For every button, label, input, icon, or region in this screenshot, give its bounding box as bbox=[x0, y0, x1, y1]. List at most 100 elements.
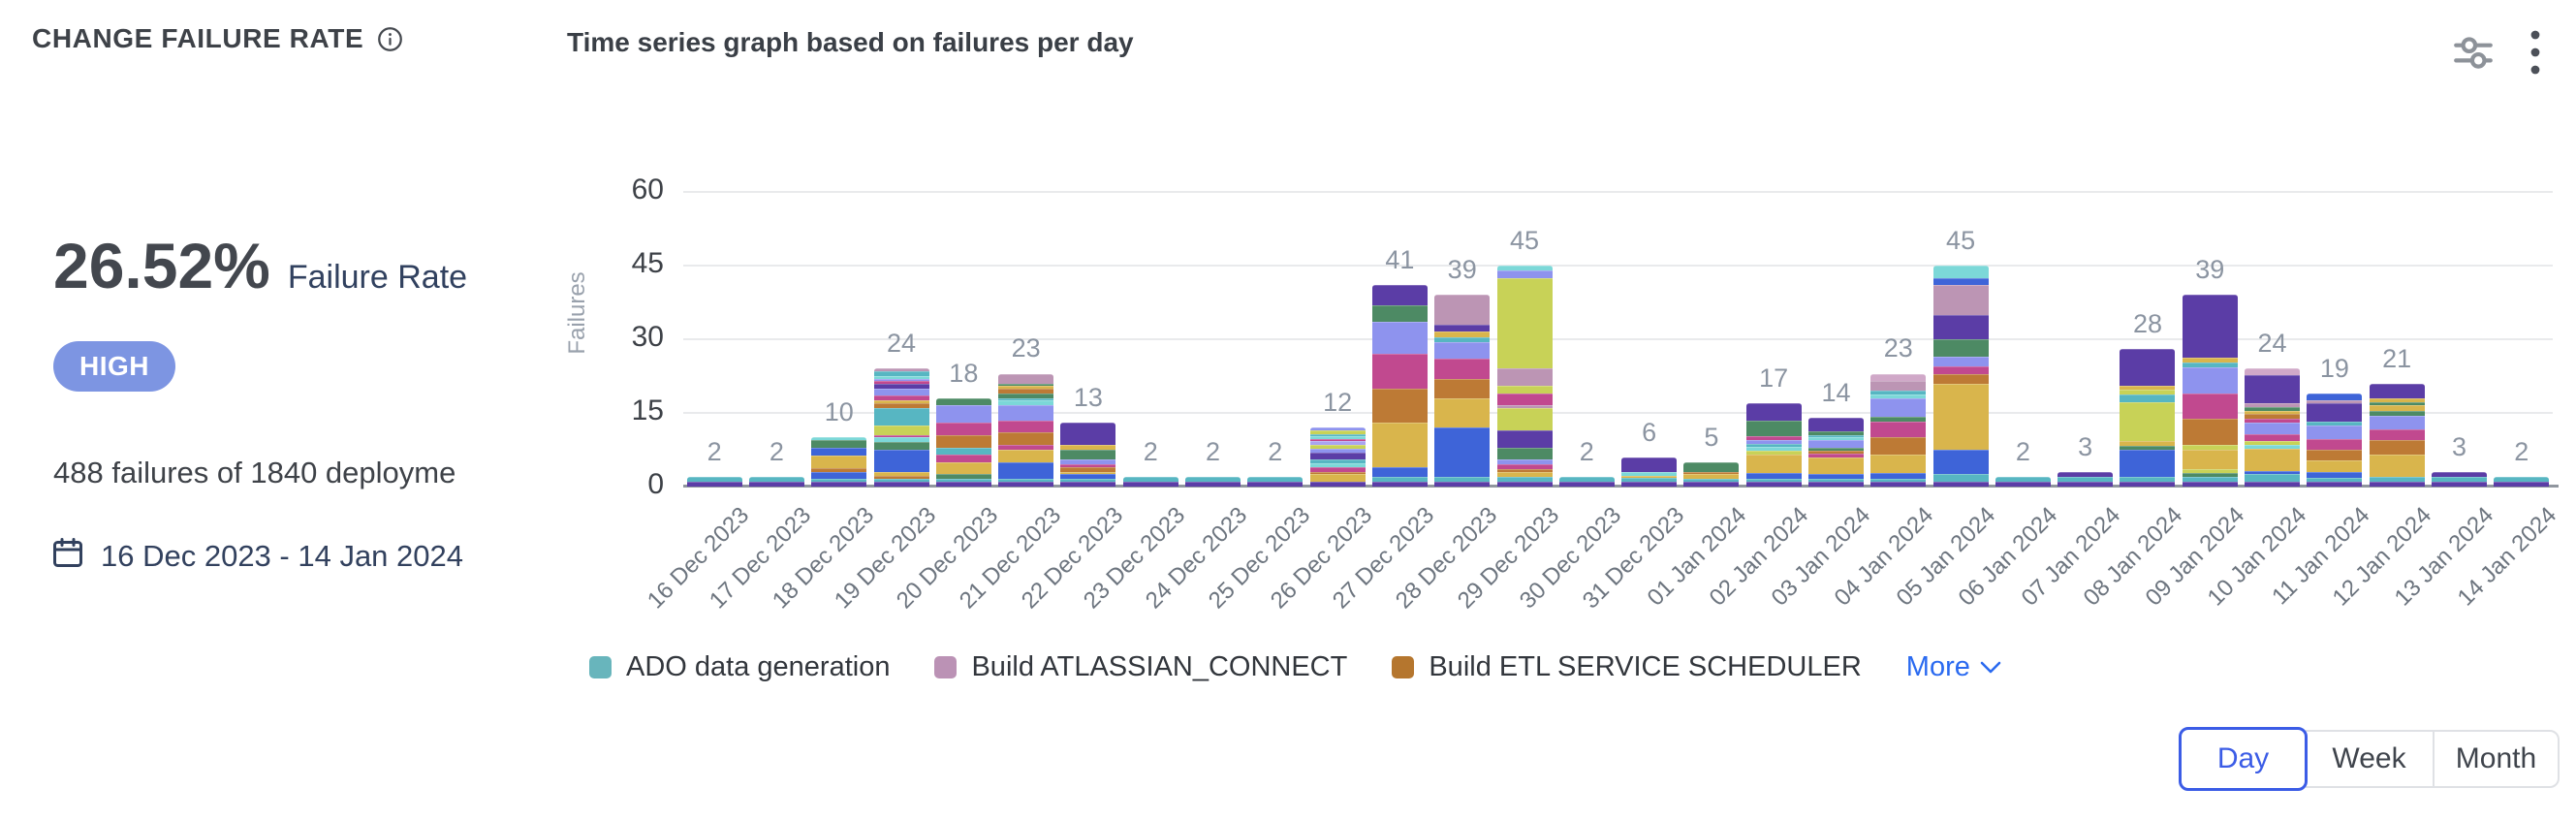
bar-segment bbox=[998, 388, 1054, 394]
bar-segment bbox=[873, 475, 929, 480]
bar-segment bbox=[1807, 418, 1864, 432]
stacked-bar[interactable] bbox=[2245, 368, 2301, 487]
bar-segment bbox=[1371, 423, 1428, 467]
bar-segment bbox=[1060, 450, 1116, 460]
bar-segment bbox=[2307, 402, 2363, 422]
legend-swatch bbox=[589, 656, 612, 678]
bar-segment bbox=[873, 381, 929, 384]
bar-segment bbox=[1496, 386, 1553, 394]
bar-segment bbox=[1309, 436, 1366, 439]
filter-sliders-icon[interactable] bbox=[2450, 29, 2497, 76]
bar-segment bbox=[2431, 481, 2487, 487]
stacked-bar[interactable] bbox=[1932, 266, 1989, 487]
granularity-month-button[interactable]: Month bbox=[2433, 730, 2560, 788]
bar-segment bbox=[2369, 481, 2425, 487]
stacked-bar[interactable] bbox=[1496, 266, 1553, 487]
info-icon[interactable] bbox=[377, 26, 403, 52]
bar-segment bbox=[1621, 481, 1678, 487]
kebab-menu-icon[interactable] bbox=[2516, 25, 2555, 79]
widget-title-row: CHANGE FAILURE RATE bbox=[32, 23, 403, 54]
granularity-week-button[interactable]: Week bbox=[2306, 730, 2433, 788]
stacked-bar[interactable] bbox=[1185, 476, 1241, 487]
bar-slot: 18 20 Dec 2023 bbox=[892, 190, 1003, 615]
stacked-bar[interactable] bbox=[935, 397, 991, 487]
chart-legend: ADO data generation Build ATLASSIAN_CONNE… bbox=[589, 651, 2002, 683]
stacked-bar[interactable] bbox=[873, 368, 929, 487]
stacked-bar[interactable] bbox=[2431, 471, 2487, 487]
legend-label: Build ETL SERVICE SCHEDULER bbox=[1429, 651, 1862, 682]
bar-segment bbox=[1807, 431, 1864, 435]
bar-segment bbox=[1060, 466, 1116, 472]
stacked-bar[interactable] bbox=[2058, 471, 2114, 487]
stacked-bar[interactable] bbox=[1122, 476, 1178, 487]
stacked-bar[interactable] bbox=[1995, 476, 2051, 487]
stacked-bar[interactable] bbox=[1807, 418, 1864, 487]
stacked-bar[interactable] bbox=[1060, 423, 1116, 487]
stacked-bar[interactable] bbox=[2369, 383, 2425, 487]
stacked-bar[interactable] bbox=[1870, 373, 1927, 487]
legend-item[interactable]: Build ETL SERVICE SCHEDULER bbox=[1392, 651, 1862, 683]
bar-segment bbox=[1496, 368, 1553, 387]
bar-segment bbox=[1870, 455, 1927, 474]
failures-summary: 488 failures of 1840 deployme bbox=[53, 456, 456, 489]
bar-segment bbox=[2307, 438, 2363, 451]
y-axis-title: Failures bbox=[564, 271, 590, 355]
bar-segment bbox=[1932, 481, 1989, 487]
stacked-bar[interactable] bbox=[2120, 349, 2176, 487]
bar-slot: 2 24 Dec 2023 bbox=[1141, 190, 1252, 614]
stacked-bar[interactable] bbox=[2307, 393, 2363, 487]
stacked-bar[interactable] bbox=[1247, 476, 1304, 487]
stacked-bar[interactable] bbox=[686, 476, 742, 487]
bar-segment bbox=[1371, 354, 1428, 389]
legend-item[interactable]: ADO data generation bbox=[589, 651, 890, 683]
bar-segment bbox=[1309, 452, 1366, 460]
stacked-bar[interactable] bbox=[811, 437, 867, 487]
bar-segment bbox=[1683, 474, 1740, 480]
bars-container: 2 16 Dec 2023 2 17 Dec 2023 10 18 Dec 2023 24 1… bbox=[643, 190, 2561, 615]
bar-segment bbox=[1309, 471, 1366, 475]
stacked-bar[interactable] bbox=[1683, 461, 1740, 487]
bar-slot: 3 07 Jan 2024 bbox=[2016, 190, 2125, 612]
stacked-bar[interactable] bbox=[1621, 457, 1678, 487]
bar-segment bbox=[2245, 423, 2301, 434]
bar-segment bbox=[1496, 429, 1553, 448]
bar-value-label: 2 bbox=[1206, 436, 1221, 466]
legend-swatch bbox=[1392, 656, 1415, 678]
bar-segment bbox=[2369, 401, 2425, 406]
failures-per-day-chart: 0 15 30 45 60 2 16 Dec 2023 2 17 Dec 2023 10 18 De… bbox=[632, 173, 2561, 615]
stacked-bar[interactable] bbox=[2494, 476, 2550, 487]
legend-item[interactable]: Build ATLASSIAN_CONNECT bbox=[934, 651, 1347, 683]
bar-segment bbox=[2182, 473, 2238, 477]
bar-segment bbox=[1745, 439, 1802, 444]
bar-segment bbox=[935, 474, 991, 480]
bar-segment bbox=[2307, 478, 2363, 482]
stacked-bar[interactable] bbox=[1558, 476, 1615, 487]
bar-segment bbox=[1932, 277, 1989, 286]
legend-more-link[interactable]: More bbox=[1906, 651, 2002, 683]
bar-segment bbox=[873, 471, 929, 476]
stacked-bar[interactable] bbox=[1745, 402, 1802, 487]
bar-segment bbox=[998, 397, 1054, 401]
stacked-bar[interactable] bbox=[1371, 285, 1428, 487]
stacked-bar[interactable] bbox=[1434, 295, 1491, 487]
stacked-bar[interactable] bbox=[2182, 295, 2238, 487]
widget-title: CHANGE FAILURE RATE bbox=[32, 23, 364, 53]
stacked-bar[interactable] bbox=[998, 373, 1054, 487]
granularity-day-button[interactable]: Day bbox=[2179, 727, 2308, 791]
bar-slot: 2 14 Jan 2024 bbox=[2452, 190, 2561, 612]
granularity-toggle: Day Week Month bbox=[2179, 727, 2560, 791]
stacked-bar[interactable] bbox=[748, 476, 804, 487]
bar-segment bbox=[811, 456, 867, 469]
bar-value-label: 10 bbox=[824, 397, 854, 427]
bar-segment bbox=[935, 405, 991, 424]
bar-segment bbox=[2182, 476, 2238, 482]
bar-segment bbox=[2120, 446, 2176, 451]
bar-segment bbox=[1621, 478, 1678, 482]
bar-segment bbox=[1745, 455, 1802, 474]
bar-segment bbox=[686, 481, 742, 487]
bar-segment bbox=[873, 407, 929, 426]
bar-segment bbox=[811, 481, 867, 487]
stacked-bar[interactable] bbox=[1309, 427, 1366, 487]
bar-segment bbox=[1371, 304, 1428, 323]
bar-segment bbox=[2245, 448, 2301, 471]
